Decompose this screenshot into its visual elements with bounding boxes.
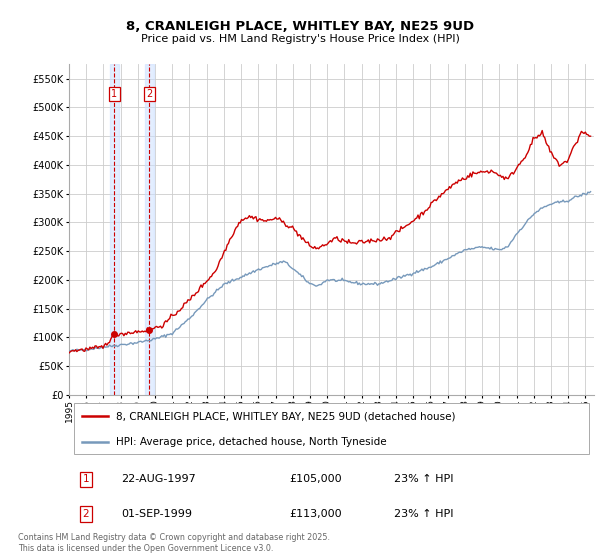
Text: Price paid vs. HM Land Registry's House Price Index (HPI): Price paid vs. HM Land Registry's House …: [140, 34, 460, 44]
Bar: [110, 64, 119, 395]
Text: 23% ↑ HPI: 23% ↑ HPI: [395, 474, 454, 484]
Text: 2: 2: [146, 89, 152, 99]
Text: 8, CRANLEIGH PLACE, WHITLEY BAY, NE25 9UD (detached house): 8, CRANLEIGH PLACE, WHITLEY BAY, NE25 9U…: [116, 412, 456, 421]
Text: 22-AUG-1997: 22-AUG-1997: [121, 474, 196, 484]
Text: 01-SEP-1999: 01-SEP-1999: [121, 510, 193, 520]
Text: HPI: Average price, detached house, North Tyneside: HPI: Average price, detached house, Nort…: [116, 437, 387, 446]
Text: 23% ↑ HPI: 23% ↑ HPI: [395, 510, 454, 520]
Text: £113,000: £113,000: [290, 510, 342, 520]
Text: 1: 1: [112, 89, 118, 99]
Text: 2: 2: [82, 510, 89, 520]
FancyBboxPatch shape: [74, 403, 589, 454]
Bar: [145, 64, 154, 395]
Text: 8, CRANLEIGH PLACE, WHITLEY BAY, NE25 9UD: 8, CRANLEIGH PLACE, WHITLEY BAY, NE25 9U…: [126, 20, 474, 32]
Text: £105,000: £105,000: [290, 474, 342, 484]
Text: Contains HM Land Registry data © Crown copyright and database right 2025.
This d: Contains HM Land Registry data © Crown c…: [18, 533, 330, 553]
Text: 1: 1: [82, 474, 89, 484]
